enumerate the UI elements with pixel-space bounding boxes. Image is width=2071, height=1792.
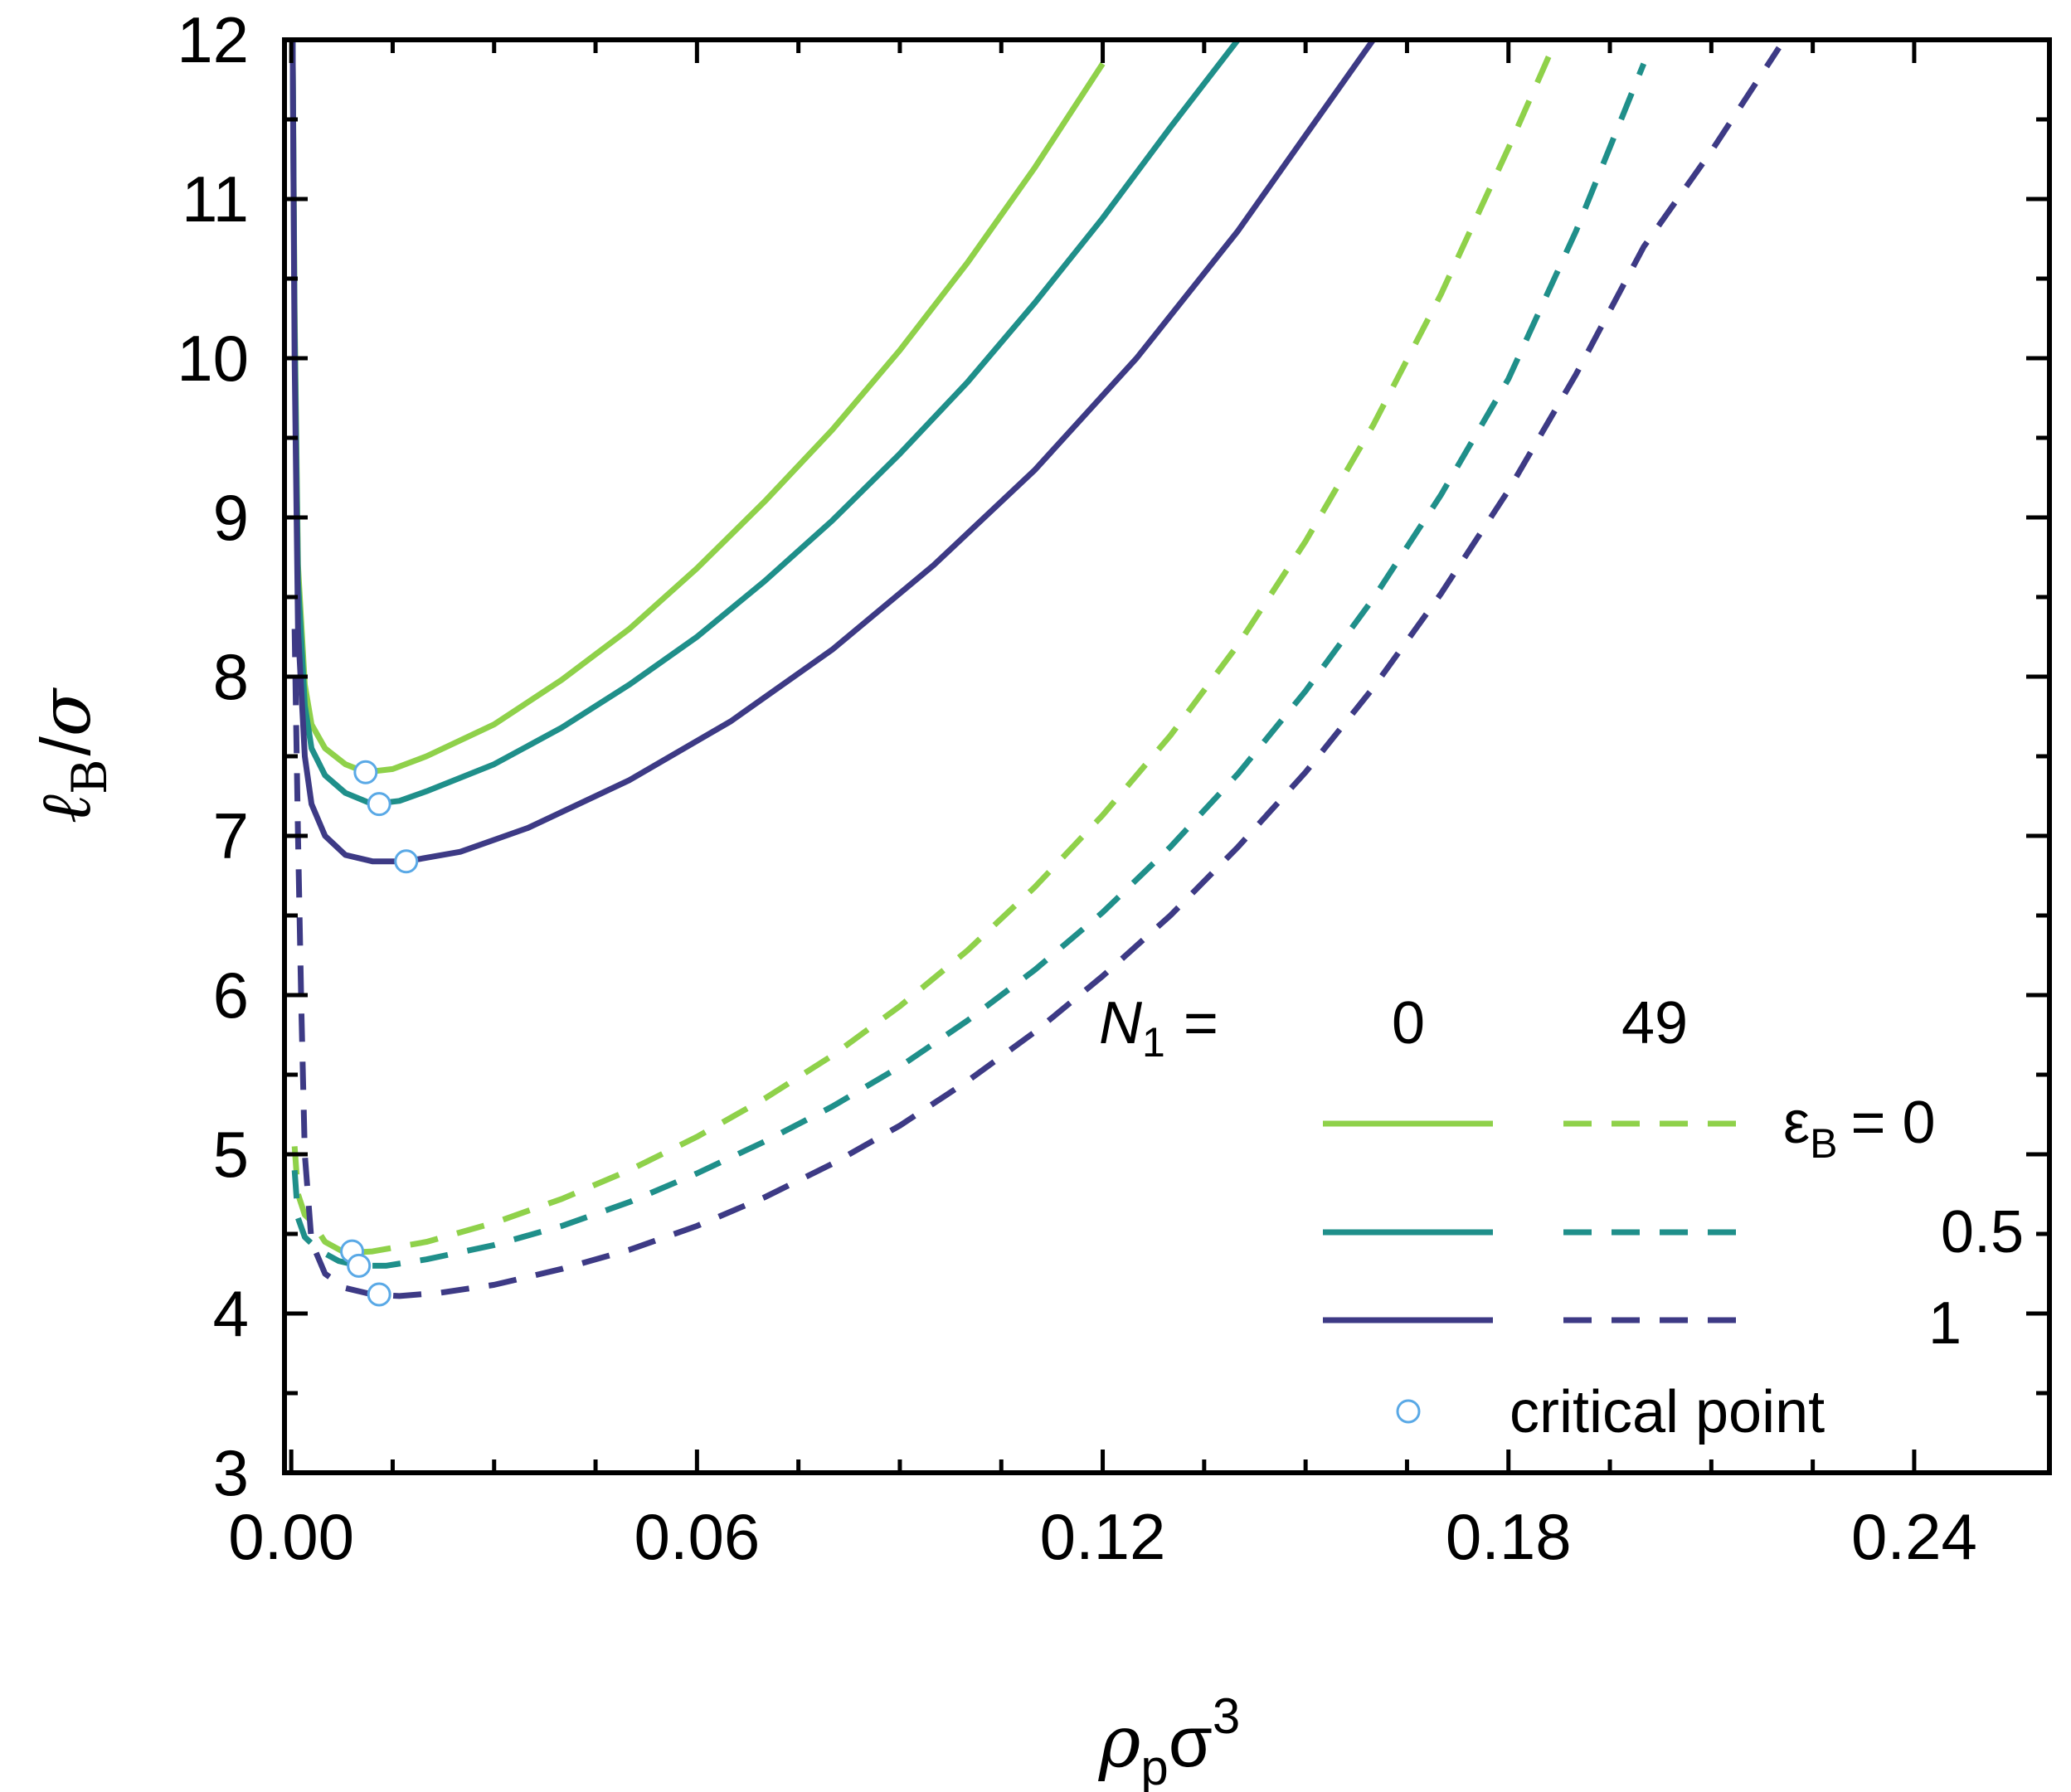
x-axis-label: ρpσ3 — [1098, 1688, 1240, 1792]
critical-point-0 — [353, 760, 378, 784]
legend-eps-label: εB = 0 — [1783, 1090, 1936, 1167]
x-tick-label: 0.06 — [634, 1500, 760, 1573]
critical-point-2 — [394, 849, 419, 874]
x-label-sup: 3 — [1213, 1688, 1240, 1744]
y-label-slash: / — [27, 736, 105, 756]
plot-frame — [282, 37, 2052, 1475]
series-line-1 — [289, 40, 1241, 808]
y-label-sigma: σ — [25, 687, 106, 736]
x-label-sigma: σ — [1169, 1702, 1213, 1782]
legend-col-dashed: 49 — [1621, 990, 1688, 1056]
critical-point-1 — [367, 792, 391, 817]
y-tick-label: 12 — [177, 3, 249, 76]
critical-point-4 — [347, 1253, 372, 1278]
x-label-rho: ρ — [1098, 1701, 1141, 1784]
x-label-sub: p — [1140, 1740, 1168, 1792]
legend-critical-marker — [1396, 1399, 1421, 1424]
y-tick-label: 10 — [177, 322, 249, 395]
series-line-0 — [289, 40, 1106, 775]
y-label-sub: B — [61, 760, 118, 795]
y-label-ell: ℓ — [25, 794, 106, 823]
series-line-3 — [291, 54, 1552, 1256]
svg-text:ℓB/σ: ℓB /σ — [25, 687, 118, 823]
legend-eps-mid: 0.5 — [1941, 1199, 2024, 1265]
legend-n1-label: N1 = — [1099, 990, 1218, 1066]
x-tick-label: 0.24 — [1851, 1500, 1977, 1573]
x-tick-label: 0.12 — [1040, 1500, 1166, 1573]
series-line-5 — [291, 46, 1782, 1299]
x-tick-label: 0.00 — [228, 1500, 354, 1573]
y-tick-label: 3 — [213, 1436, 249, 1509]
legend: N1 = 0 49 εB = 0 0.5 1 critical point — [1099, 990, 2024, 1445]
series-line-2 — [289, 40, 1376, 865]
y-axis-label: ℓB /σ — [25, 687, 118, 823]
y-tick-label: 11 — [182, 163, 249, 236]
y-tick-label: 8 — [213, 640, 249, 713]
series-layer — [289, 40, 1782, 1307]
x-tick-label: 0.18 — [1446, 1500, 1572, 1573]
legend-critical-label: critical point — [1509, 1379, 1825, 1445]
series-line-4 — [291, 62, 1647, 1269]
y-tick-label: 9 — [213, 481, 249, 554]
y-tick-label: 6 — [213, 959, 249, 1032]
y-tick-label: 7 — [213, 799, 249, 872]
legend-eps-last: 1 — [1928, 1290, 1962, 1357]
critical-point-5 — [367, 1282, 391, 1307]
legend-col-solid: 0 — [1392, 990, 1425, 1056]
y-tick-label: 5 — [213, 1118, 249, 1191]
ticks-layer — [284, 37, 2049, 1475]
y-tick-label: 4 — [213, 1277, 249, 1350]
